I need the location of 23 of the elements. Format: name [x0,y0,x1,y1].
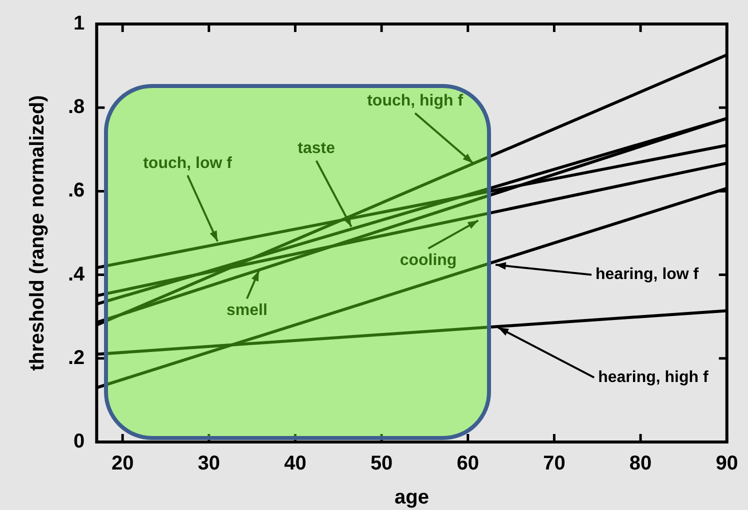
annotation: touch, low f [143,154,233,172]
x-tick-label: 40 [284,452,306,475]
x-tick-label: 50 [370,452,393,475]
x-tick-label: 30 [198,452,220,475]
x-axis-title: age [394,486,430,509]
y-tick-label: .4 [68,263,86,286]
x-tick-label: 60 [456,452,480,475]
y-tick-label: .2 [68,346,85,369]
y-tick-label: .8 [68,96,85,118]
annotation: taste [298,140,336,158]
annotation: hearing, high f [598,368,709,386]
x-tick-label: 80 [629,452,652,475]
annotation: touch, high f [367,92,464,110]
x-tick-label: 70 [543,452,566,475]
x-tick-label: 20 [111,452,134,475]
annotation: smell [226,302,268,320]
x-tick-label: 90 [716,452,738,475]
y-tick-label: 0 [74,430,85,453]
annotation: hearing, low f [596,266,700,284]
y-tick-label: 1 [74,12,85,35]
y-axis-title: threshold (range normalized) [26,95,49,371]
annotation: cooling [400,252,457,269]
y-tick-label: .6 [68,180,85,202]
